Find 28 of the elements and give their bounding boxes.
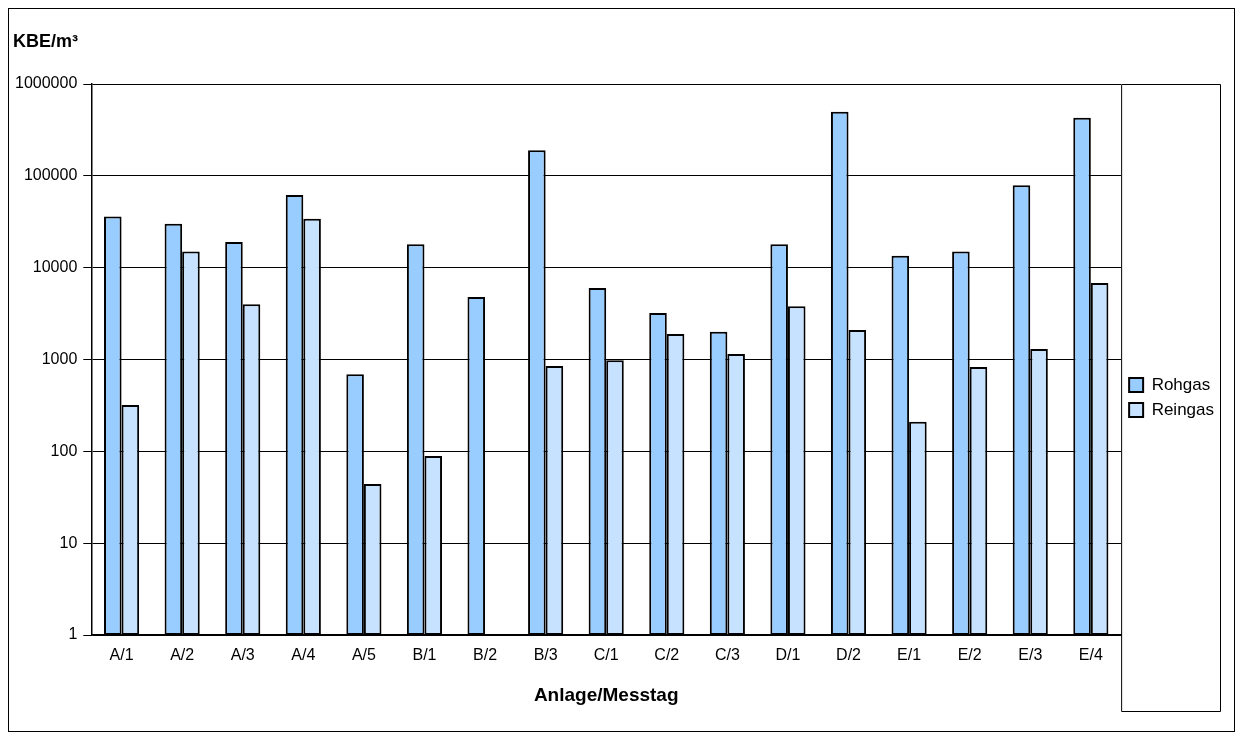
- legend-label: Rohgas: [1151, 374, 1211, 394]
- x-tick-label: E/2: [957, 646, 982, 664]
- x-axis-title: Anlage/Messtag: [533, 683, 679, 705]
- y-axis-title: KBE/m³: [13, 31, 79, 51]
- y-tick-label: 100000: [23, 166, 78, 184]
- x-tick-label: C/3: [714, 646, 740, 664]
- x-tick-label: A/2: [170, 646, 195, 664]
- x-tick-label: C/1: [593, 646, 619, 664]
- x-tick-label: C/2: [654, 646, 680, 664]
- y-tick-label: 10000: [32, 258, 78, 276]
- y-tick-label: 10: [59, 533, 78, 551]
- x-tick-label: D/2: [836, 646, 862, 664]
- x-tick-label: A/3: [230, 646, 255, 664]
- x-tick-label: D/1: [775, 646, 801, 664]
- legend-label: Reingas: [1151, 399, 1214, 419]
- x-tick-label: E/4: [1078, 646, 1103, 664]
- x-tick-label: B/3: [533, 646, 558, 664]
- x-tick-label: A/5: [351, 646, 376, 664]
- y-tick-label: 1000000: [14, 74, 78, 92]
- x-tick-label: E/1: [897, 646, 922, 664]
- x-tick-label: A/4: [291, 646, 316, 664]
- x-tick-label: A/1: [109, 646, 134, 664]
- y-tick-label: 1000: [41, 349, 78, 367]
- x-tick-label: B/1: [412, 646, 437, 664]
- x-tick-label: B/2: [473, 646, 498, 664]
- x-tick-label: E/3: [1018, 646, 1043, 664]
- y-tick-label: 1: [68, 625, 78, 643]
- y-tick-label: 100: [50, 441, 78, 459]
